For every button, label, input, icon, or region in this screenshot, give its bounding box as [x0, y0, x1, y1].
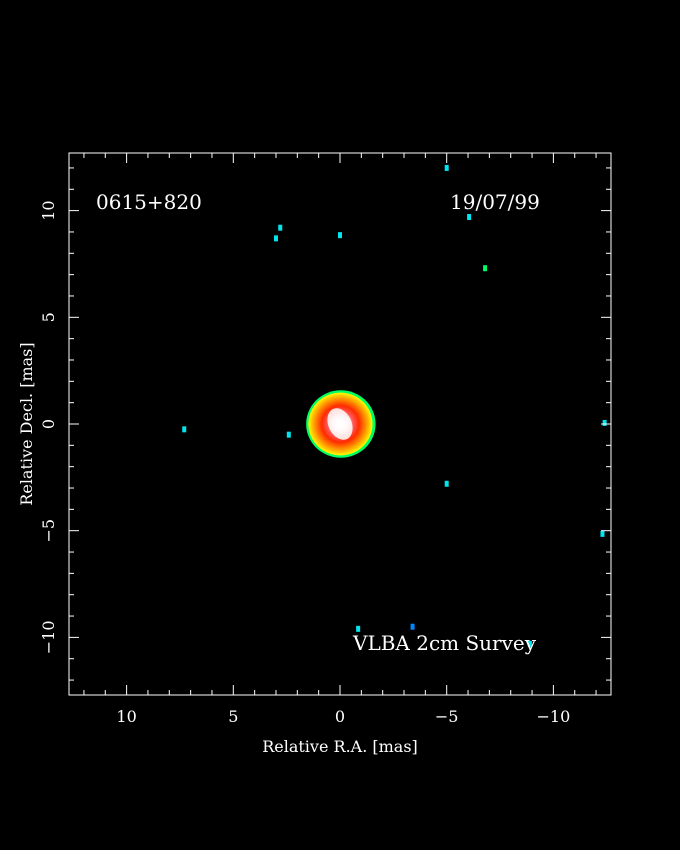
y-tick-label: 0	[39, 419, 58, 429]
noise-component	[182, 426, 187, 433]
noise-component	[483, 265, 488, 272]
noise-component	[338, 232, 342, 239]
noise-component	[278, 224, 283, 231]
x-tick-label: 5	[228, 707, 238, 726]
y-tick-labels: 10 5 0 −5 −10	[39, 200, 58, 654]
x-tick-label: −10	[537, 707, 571, 726]
y-tick-label: 5	[39, 312, 58, 322]
noise-component	[600, 530, 605, 537]
noise-component	[273, 235, 278, 242]
y-tick-label: 10	[39, 200, 58, 220]
core-peak	[327, 408, 353, 440]
x-tick-label: 10	[116, 707, 136, 726]
x-axis-label: Relative R.A. [mas]	[262, 737, 418, 756]
x-tick-label: −5	[435, 707, 459, 726]
y-tick-label: −5	[39, 519, 58, 543]
noise-component	[467, 214, 472, 221]
noise-component	[356, 625, 361, 632]
noise-component	[527, 640, 532, 647]
y-tick-label: −10	[39, 621, 58, 655]
noise-component	[444, 480, 449, 487]
source-label: 0615+820	[96, 190, 202, 214]
y-axis-label: Relative Decl. [mas]	[17, 342, 36, 505]
x-tick-label: 0	[335, 707, 345, 726]
noise-component	[444, 164, 449, 171]
x-tick-labels: 10 5 0 −5 −10	[116, 707, 570, 726]
noise-component	[410, 623, 415, 630]
intensity-map	[182, 164, 607, 647]
survey-label: VLBA 2cm Survey	[352, 631, 537, 655]
date-label: 19/07/99	[450, 190, 540, 214]
axis-ticks	[69, 153, 611, 695]
noise-component	[286, 431, 291, 438]
noise-component	[602, 419, 607, 426]
